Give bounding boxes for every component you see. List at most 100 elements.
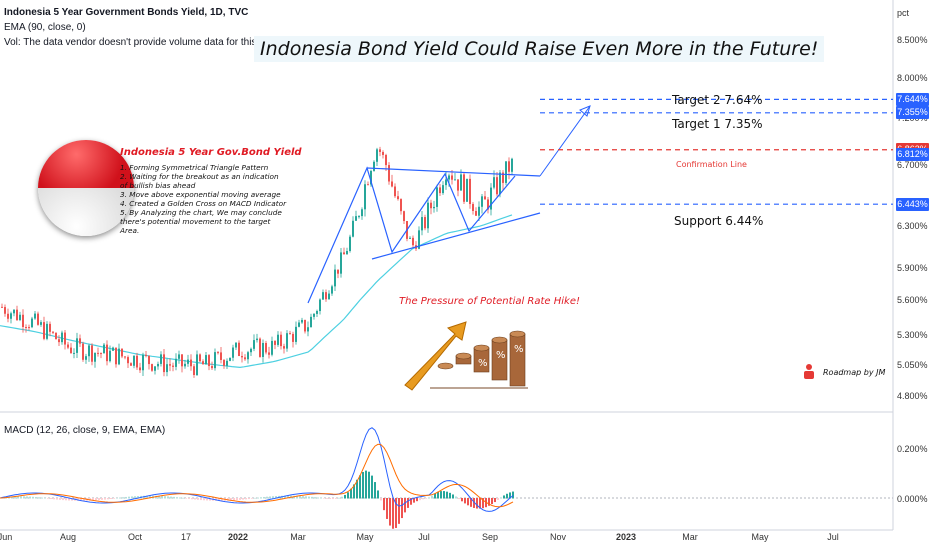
- candle: [100, 352, 102, 359]
- macd-histogram-bar: [128, 496, 130, 499]
- candle: [85, 353, 87, 364]
- candle: [325, 289, 327, 302]
- macd-histogram-bar: [257, 497, 259, 499]
- candle: [115, 347, 117, 368]
- candle: [322, 289, 324, 300]
- candle: [133, 355, 135, 369]
- candle: [433, 200, 435, 213]
- macd-histogram-bar: [176, 497, 178, 499]
- candle: [181, 353, 183, 373]
- macd-histogram-bar: [65, 498, 67, 501]
- macd-histogram-bar: [383, 498, 385, 511]
- svg-text:%: %: [442, 376, 452, 387]
- macd-histogram-bar: [206, 498, 208, 501]
- price-unit: pct: [897, 8, 910, 18]
- candle: [364, 180, 366, 217]
- candle: [337, 269, 339, 279]
- candle: [316, 309, 318, 317]
- macd-histogram-bar: [116, 497, 118, 499]
- candle: [10, 311, 12, 324]
- macd-histogram-bar: [422, 498, 424, 500]
- candle: [259, 337, 261, 358]
- candle: [379, 146, 381, 157]
- macd-histogram-bar: [200, 498, 202, 501]
- candle: [472, 202, 474, 215]
- macd-histogram-bar: [500, 497, 502, 499]
- y-tick-label: 5.600%: [897, 295, 928, 305]
- y-tick-label: 8.000%: [897, 73, 928, 83]
- candle: [367, 181, 369, 186]
- candle: [121, 348, 123, 359]
- candle: [28, 324, 30, 331]
- ema-line: [0, 214, 513, 369]
- candle: [25, 324, 27, 333]
- candle: [109, 345, 111, 363]
- macd-histogram-bar: [308, 496, 310, 499]
- candle: [70, 343, 72, 354]
- analysis-notes: 1. Forming Symmetrical Triangle Pattern 2…: [120, 163, 286, 235]
- macd-histogram-bar: [452, 494, 454, 499]
- svg-text:%: %: [496, 350, 506, 361]
- candle: [148, 355, 150, 370]
- analysis-point: Area.: [120, 226, 140, 235]
- macd-histogram-bar: [341, 496, 343, 499]
- macd-histogram-bar: [353, 484, 355, 499]
- candle: [286, 330, 288, 352]
- macd-histogram-bar: [122, 497, 124, 499]
- macd-histogram-bar: [23, 496, 25, 499]
- macd-histogram-bar: [50, 498, 52, 499]
- macd-histogram-bar: [338, 497, 340, 499]
- candle: [97, 347, 99, 357]
- candle: [127, 355, 129, 369]
- candle: [172, 362, 174, 372]
- macd-histogram-bar: [482, 498, 484, 509]
- macd-histogram-bar: [218, 498, 220, 501]
- candle: [295, 321, 297, 345]
- coin-stack: [509, 333, 526, 387]
- candle: [304, 319, 306, 334]
- candle: [223, 358, 225, 369]
- macd-histogram-bar: [101, 498, 103, 500]
- projection-arrow: [539, 105, 591, 177]
- signal-line: [0, 443, 514, 508]
- y-tick-label: 5.900%: [897, 263, 928, 273]
- candle: [463, 173, 465, 205]
- candle: [502, 170, 504, 190]
- macd-histogram-bar: [35, 497, 37, 499]
- macd-histogram-bar: [449, 492, 451, 499]
- candle: [427, 197, 429, 233]
- macd-histogram-bar: [326, 498, 328, 499]
- candle: [313, 313, 315, 320]
- candle: [430, 199, 432, 215]
- macd-histogram-bar: [365, 470, 367, 499]
- x-tick-label: Jun: [0, 532, 13, 542]
- macd-histogram-bar: [470, 498, 472, 507]
- candle: [55, 332, 57, 340]
- candle: [67, 341, 69, 350]
- candle: [289, 330, 291, 335]
- volume-legend: Vol: The data vendor doesn't provide vol…: [4, 37, 294, 48]
- macd-histogram-bar: [248, 498, 250, 500]
- macd-histogram-bar: [389, 498, 391, 526]
- candle: [166, 358, 168, 377]
- candle: [79, 334, 81, 347]
- macd-histogram-bar: [362, 472, 364, 499]
- candle: [154, 366, 156, 375]
- macd-histogram-bar: [197, 498, 199, 500]
- macd-histogram-bar: [428, 497, 430, 499]
- macd-histogram-bar: [413, 498, 415, 503]
- candle: [442, 181, 444, 195]
- y-tick-label: 6.700%: [897, 160, 928, 170]
- candle: [196, 350, 198, 376]
- candle: [274, 340, 276, 350]
- candle: [31, 316, 33, 329]
- analysis-point: 4. Created a Golden Cross on MACD Indica…: [120, 199, 287, 208]
- candle: [103, 343, 105, 354]
- candle: [49, 321, 51, 337]
- orange-arrow-icon: [404, 321, 467, 391]
- macd-histogram-bar: [305, 496, 307, 499]
- macd-histogram-bar: [209, 498, 211, 501]
- candle: [331, 284, 333, 296]
